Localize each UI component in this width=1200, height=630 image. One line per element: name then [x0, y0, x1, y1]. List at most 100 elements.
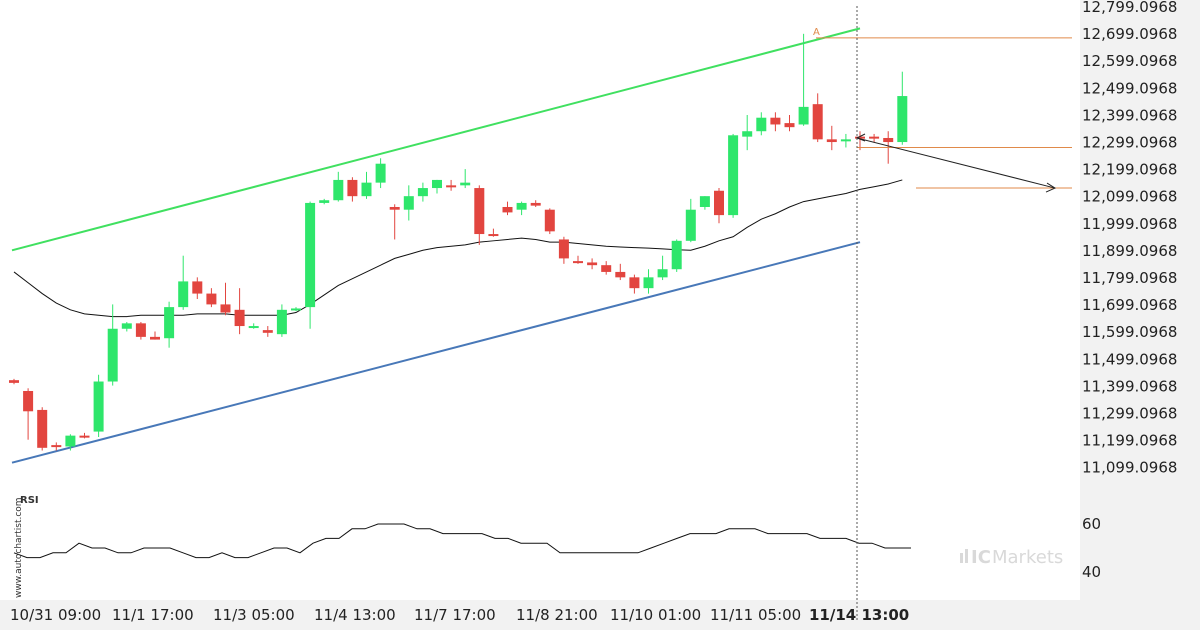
plot-area: [12, 6, 1072, 486]
candle-body: [333, 179, 344, 201]
candle-body: [79, 435, 90, 438]
candle-body: [121, 323, 132, 329]
y-tick-label: 11,999.0968: [1082, 215, 1177, 233]
x-tick-label: 10/31 09:00: [10, 606, 101, 624]
x-axis-ticks: 10/31 09:00 11/1 17:00 11/3 05:00 11/4 13:0…: [10, 606, 909, 624]
candle-body: [685, 209, 696, 241]
projection-arrow-tail: [855, 133, 866, 142]
x-tick-label: 11/10 01:00: [610, 606, 701, 624]
candle-body: [615, 271, 626, 278]
x-tick-label: 11/14 13:00: [809, 606, 909, 624]
candle-body: [432, 179, 442, 189]
brand-logo: IC Markets: [960, 547, 1063, 568]
candle-body: [262, 330, 273, 333]
y-tick-label: 11,599.0968: [1082, 323, 1177, 341]
candle-body: [389, 206, 400, 210]
channel-lower-line: [11, 241, 861, 464]
pattern-marker-label: A: [813, 27, 820, 38]
candle-body: [417, 188, 428, 197]
candle-body: [403, 196, 414, 210]
candle-body: [587, 262, 598, 266]
y-tick-label: 12,699.0968: [1082, 25, 1177, 43]
y-tick-label: 12,599.0968: [1082, 52, 1177, 70]
candle-body: [573, 261, 583, 264]
candle-body: [234, 309, 245, 327]
candle-body: [798, 106, 809, 125]
candle-body: [460, 182, 471, 186]
candle-body: [516, 202, 527, 210]
candle-body: [37, 409, 48, 448]
y-tick-label: 11,199.0968: [1082, 432, 1177, 450]
candle-body: [248, 326, 259, 329]
brand-bar-2: [965, 549, 968, 563]
y-tick-label: 11,499.0968: [1082, 350, 1177, 368]
y-tick-label: 12,299.0968: [1082, 134, 1177, 152]
candle-body: [629, 277, 640, 289]
candle-body: [107, 328, 118, 382]
candle-body: [178, 281, 189, 308]
rsi-line: [13, 523, 911, 559]
y-axis-ticks: 12,799.0968 12,699.0968 12,599.0968 12,499.…: [1082, 0, 1177, 477]
candle-body: [347, 179, 358, 197]
candle-body: [220, 304, 231, 313]
brand-prefix: IC: [971, 547, 991, 568]
candle-body: [135, 323, 146, 337]
candle-body: [869, 136, 880, 139]
rsi-label: RSI: [20, 495, 39, 506]
candle-body: [558, 239, 569, 259]
rsi-tick-label: 40: [1082, 563, 1101, 581]
y-tick-label: 11,399.0968: [1082, 377, 1177, 395]
x-tick-label: 11/7 17:00: [414, 606, 496, 624]
projection-arrow-line: [856, 137, 1056, 189]
y-tick-label: 11,099.0968: [1082, 459, 1177, 477]
candle-body: [601, 265, 612, 272]
x-axis-panel: [0, 600, 1200, 630]
y-tick-label: 12,799.0968: [1082, 0, 1177, 16]
candle-body: [714, 190, 724, 216]
price-levels: A: [813, 27, 1072, 193]
candle-body: [276, 309, 287, 335]
candle-body: [544, 209, 555, 232]
x-tick-label: 11/3 05:00: [213, 606, 295, 624]
y-tick-label: 11,699.0968: [1082, 296, 1177, 314]
candle-body: [291, 308, 301, 311]
y-tick-label: 12,199.0968: [1082, 161, 1177, 179]
moving-average-line: [13, 179, 903, 318]
candle-body: [446, 185, 457, 188]
candle-body: [51, 445, 62, 448]
rsi-panel: 60 40: [13, 515, 1101, 581]
candle-body: [671, 240, 682, 270]
candle-body: [502, 206, 513, 213]
candle-body: [643, 277, 654, 289]
candle-body: [305, 202, 316, 308]
candle-body: [192, 281, 203, 294]
candle-body: [826, 139, 837, 143]
y-tick-label: 12,399.0968: [1082, 106, 1177, 124]
candle-body: [812, 104, 823, 140]
watermark: www.autochartist.com: [14, 497, 24, 598]
channel-lines: [11, 27, 861, 464]
y-axis-panel: [1080, 0, 1200, 630]
candle-body: [164, 307, 175, 339]
x-tick-label: 11/4 13:00: [314, 606, 396, 624]
candle-body: [728, 135, 739, 216]
candle-body: [150, 336, 160, 340]
y-tick-label: 12,099.0968: [1082, 188, 1177, 206]
candle-body: [9, 380, 19, 383]
candle-body: [897, 96, 908, 143]
projection-arrow-head: [1045, 182, 1057, 193]
candle-body: [770, 117, 781, 125]
candle-body: [742, 131, 753, 137]
candle-body: [488, 234, 499, 237]
candle-body: [361, 182, 372, 197]
channel-upper-line: [11, 27, 861, 252]
candle-body: [375, 163, 386, 183]
candle-body: [657, 269, 668, 278]
candle-body: [883, 137, 894, 143]
x-tick-label: 11/8 21:00: [516, 606, 598, 624]
x-tick-label: 11/1 17:00: [112, 606, 194, 624]
candle-body: [474, 188, 485, 235]
candle-body: [319, 200, 330, 203]
y-tick-label: 11,799.0968: [1082, 269, 1177, 287]
